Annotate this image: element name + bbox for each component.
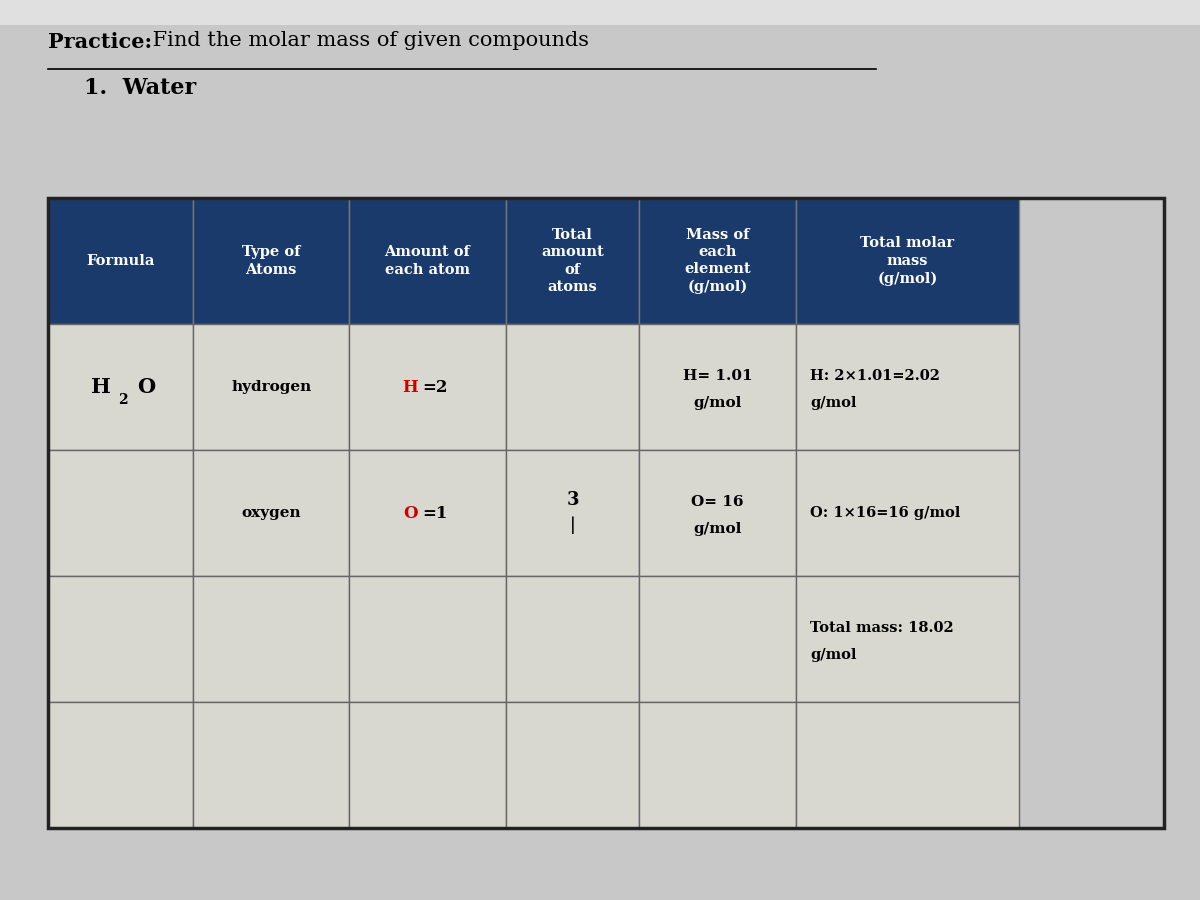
FancyBboxPatch shape — [640, 702, 796, 828]
FancyBboxPatch shape — [48, 450, 193, 576]
Text: O: O — [137, 377, 156, 397]
FancyBboxPatch shape — [349, 450, 505, 576]
FancyBboxPatch shape — [48, 324, 193, 450]
FancyBboxPatch shape — [349, 198, 505, 324]
FancyBboxPatch shape — [796, 450, 1019, 576]
Text: Type of
Atoms: Type of Atoms — [242, 246, 300, 276]
Text: g/mol: g/mol — [810, 396, 857, 410]
FancyBboxPatch shape — [796, 702, 1019, 828]
Text: 3: 3 — [566, 491, 578, 508]
Text: g/mol: g/mol — [694, 396, 742, 410]
Text: 2: 2 — [118, 392, 127, 407]
Text: O= 16: O= 16 — [691, 495, 744, 509]
Text: g/mol: g/mol — [694, 522, 742, 536]
Text: Amount of
each atom: Amount of each atom — [384, 246, 470, 276]
FancyBboxPatch shape — [640, 198, 796, 324]
FancyBboxPatch shape — [505, 450, 640, 576]
FancyBboxPatch shape — [48, 576, 193, 702]
Text: O: 1×16=16 g/mol: O: 1×16=16 g/mol — [810, 506, 960, 520]
FancyBboxPatch shape — [505, 576, 640, 702]
Text: hydrogen: hydrogen — [232, 380, 311, 394]
FancyBboxPatch shape — [796, 576, 1019, 702]
Text: Practice:: Practice: — [48, 32, 152, 51]
Text: H= 1.01: H= 1.01 — [683, 369, 752, 383]
FancyBboxPatch shape — [349, 324, 505, 450]
Text: H: 2×1.01=2.02: H: 2×1.01=2.02 — [810, 369, 940, 383]
FancyBboxPatch shape — [193, 576, 349, 702]
FancyBboxPatch shape — [193, 324, 349, 450]
FancyBboxPatch shape — [193, 198, 349, 324]
Text: Mass of
each
element
(g/mol): Mass of each element (g/mol) — [684, 228, 751, 294]
FancyBboxPatch shape — [193, 702, 349, 828]
Text: ∣: ∣ — [570, 518, 575, 536]
FancyBboxPatch shape — [796, 324, 1019, 450]
Text: =2: =2 — [422, 379, 448, 395]
Text: Formula: Formula — [86, 254, 155, 268]
Text: Total molar
mass
(g/mol): Total molar mass (g/mol) — [860, 237, 954, 285]
FancyBboxPatch shape — [505, 324, 640, 450]
Text: Total
amount
of
atoms: Total amount of atoms — [541, 228, 604, 294]
FancyBboxPatch shape — [349, 576, 505, 702]
FancyBboxPatch shape — [505, 702, 640, 828]
FancyBboxPatch shape — [349, 702, 505, 828]
Text: =1: =1 — [422, 505, 448, 521]
Text: O: O — [403, 505, 418, 521]
FancyBboxPatch shape — [505, 198, 640, 324]
FancyBboxPatch shape — [640, 576, 796, 702]
Text: Find the molar mass of given compounds: Find the molar mass of given compounds — [146, 32, 589, 50]
FancyBboxPatch shape — [640, 450, 796, 576]
Text: Total mass: 18.02: Total mass: 18.02 — [810, 621, 954, 635]
FancyBboxPatch shape — [640, 324, 796, 450]
FancyBboxPatch shape — [48, 702, 193, 828]
FancyBboxPatch shape — [0, 0, 1200, 25]
Text: g/mol: g/mol — [810, 648, 857, 662]
Text: 1.  Water: 1. Water — [84, 76, 196, 98]
Text: oxygen: oxygen — [241, 506, 301, 520]
FancyBboxPatch shape — [193, 450, 349, 576]
FancyBboxPatch shape — [796, 198, 1019, 324]
Text: H: H — [402, 379, 418, 395]
Text: H: H — [91, 377, 110, 397]
FancyBboxPatch shape — [48, 198, 193, 324]
